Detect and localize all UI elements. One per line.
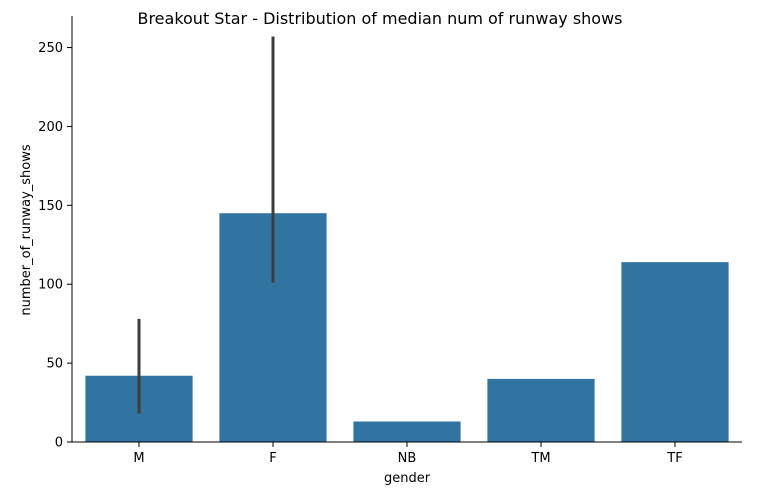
x-ticks-group: M F NB TM TF	[133, 442, 683, 466]
y-axis-label: number_of_runway_shows	[19, 144, 34, 315]
bars-group	[85, 213, 729, 442]
error-bars-group	[137, 36, 275, 414]
bar-tf	[621, 262, 729, 442]
x-tick-label: TF	[666, 451, 682, 466]
x-tick-label: F	[269, 451, 276, 466]
bar-tm	[487, 378, 595, 442]
y-ticks-group: 0 50 100 150 200 250	[38, 41, 72, 451]
y-tick-label: 150	[38, 199, 63, 214]
y-tick-label: 50	[46, 357, 63, 372]
x-tick-label: NB	[398, 451, 417, 466]
y-tick-label: 200	[38, 120, 63, 135]
y-tick-label: 250	[38, 41, 63, 56]
x-axis-label: gender	[384, 471, 431, 486]
y-tick-label: 100	[38, 278, 63, 293]
chart-title: Breakout Star - Distribution of median n…	[137, 9, 622, 28]
x-tick-label: TM	[530, 451, 550, 466]
bar-nb	[353, 421, 461, 442]
x-tick-label: M	[133, 451, 144, 466]
y-tick-label: 0	[55, 436, 63, 451]
